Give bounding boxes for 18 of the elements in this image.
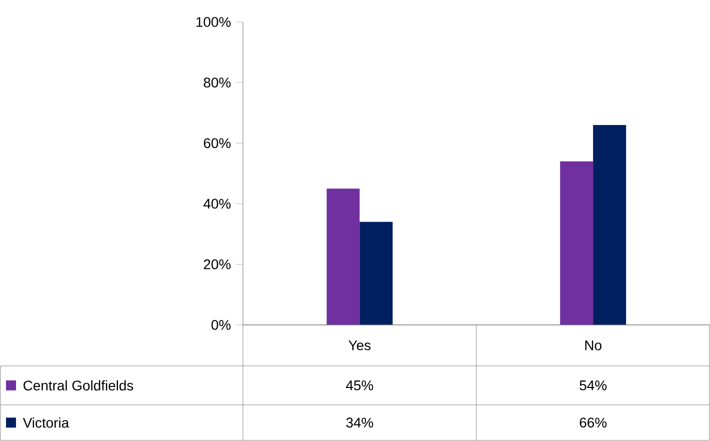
- bar: [326, 188, 360, 325]
- data-label: 45%: [346, 380, 374, 390]
- y-tick-label: 0%: [211, 320, 231, 330]
- legend-label: Central Goldfields: [24, 380, 134, 391]
- bar: [593, 125, 626, 325]
- x-tick-label: No: [585, 340, 602, 350]
- y-tick-label: 100%: [196, 17, 231, 27]
- y-tick-label: 60%: [204, 138, 231, 148]
- y-tick-label: 40%: [203, 198, 231, 209]
- data-label: 34%: [346, 418, 374, 428]
- legend-label: Victoria: [22, 418, 70, 428]
- data-label: 54%: [580, 380, 607, 390]
- y-tick-label: 20%: [204, 259, 231, 270]
- data-label: 66%: [580, 418, 607, 428]
- bar: [360, 222, 393, 325]
- bar: [560, 161, 594, 325]
- y-tick-label: 80%: [204, 78, 231, 88]
- x-tick-label: Yes: [348, 340, 371, 350]
